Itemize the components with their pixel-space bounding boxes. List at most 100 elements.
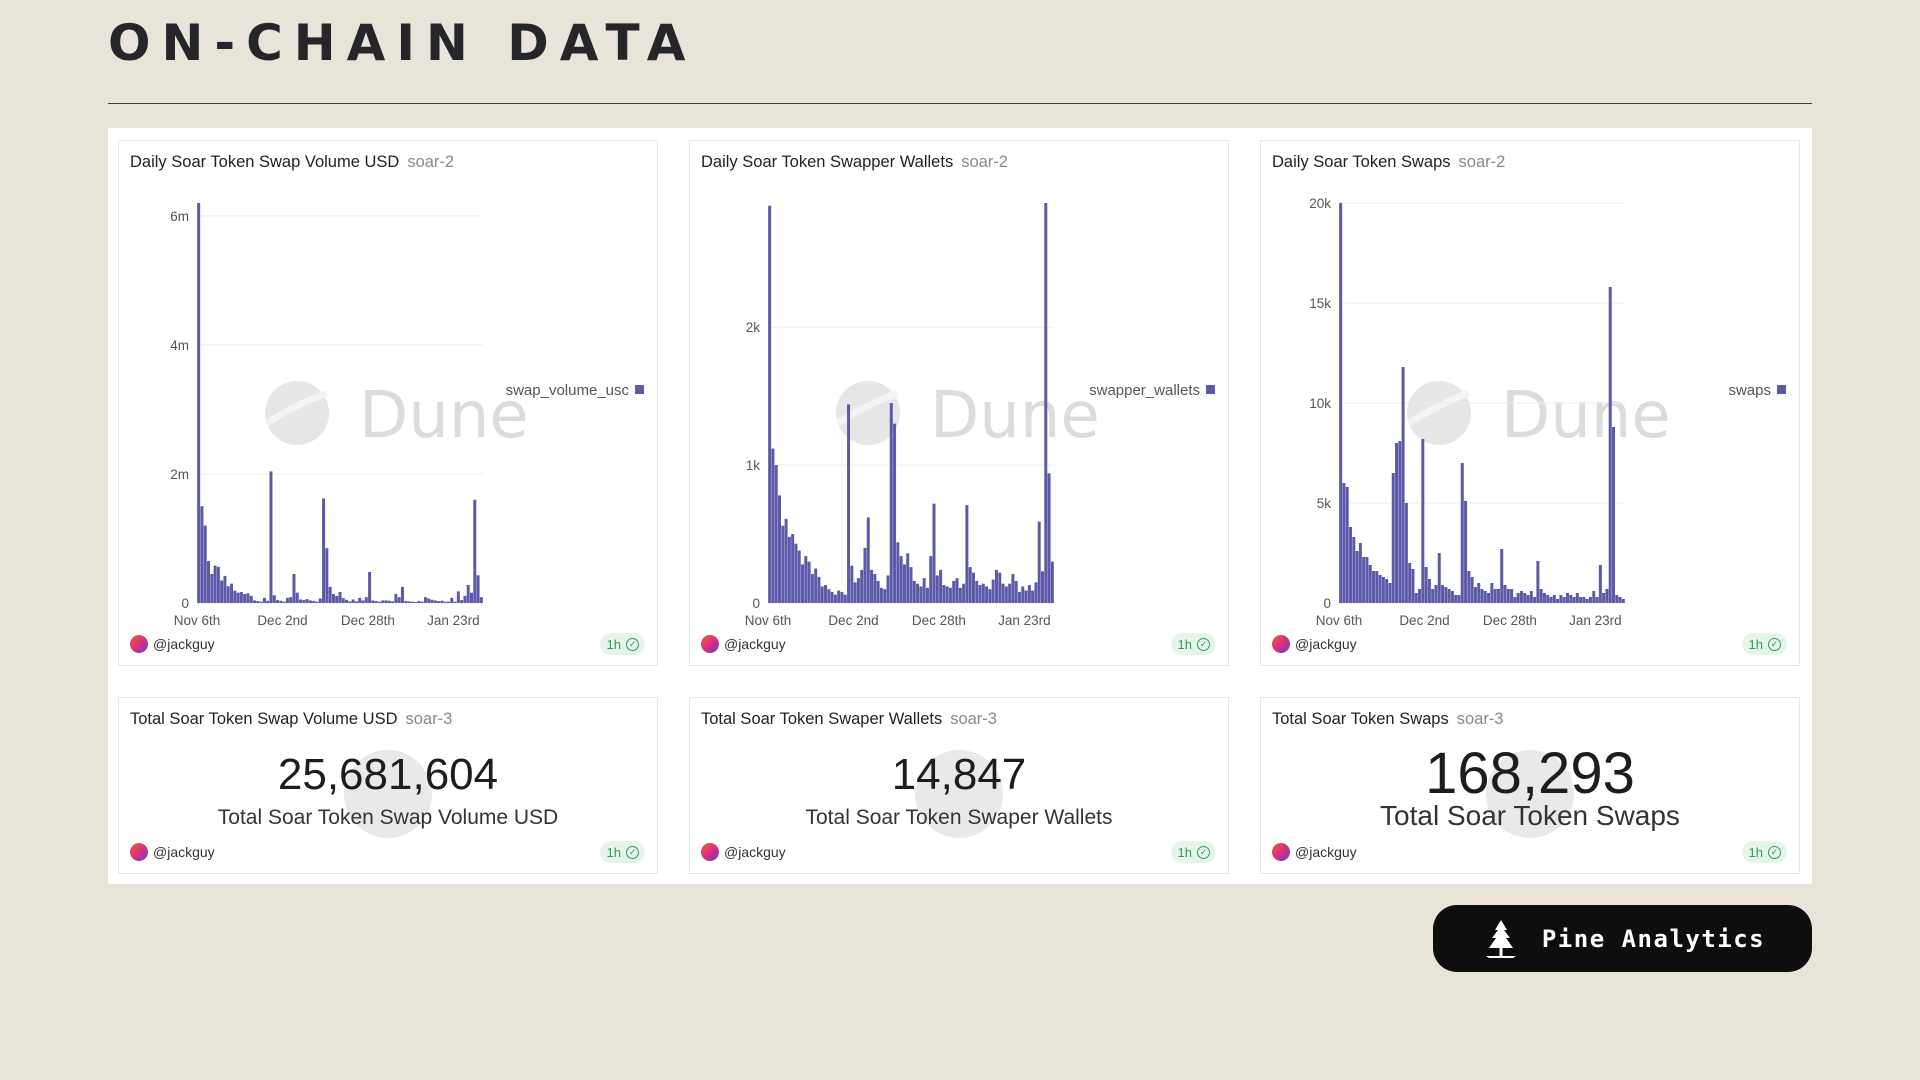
card-subtitle: soar-3 xyxy=(1456,710,1504,728)
bar xyxy=(814,568,818,603)
bar xyxy=(1414,593,1418,603)
refresh-badge[interactable]: 1h ✓ xyxy=(599,841,645,863)
bar xyxy=(797,550,801,603)
bar xyxy=(1011,574,1015,603)
check-circle-icon: ✓ xyxy=(1197,845,1210,859)
x-tick-label: Jan 23rd xyxy=(427,613,480,628)
bar xyxy=(315,601,319,603)
author-handle: @jackguy xyxy=(153,636,215,652)
bar xyxy=(1602,593,1606,603)
bar xyxy=(1385,579,1389,603)
counter-card-swapper-wallets[interactable]: Total Soar Token Swaper Wallets soar-3 14… xyxy=(689,697,1229,874)
bar xyxy=(1444,587,1448,603)
chart-card-swapper-wallets[interactable]: Daily Soar Token Swapper Wallets soar-2 D… xyxy=(689,140,1229,666)
bar xyxy=(870,569,874,603)
bar xyxy=(420,601,424,603)
bar xyxy=(916,583,920,603)
bar xyxy=(1424,567,1428,603)
bar xyxy=(414,602,418,603)
card-title: Daily Soar Token Swapper Wallets soar-2 xyxy=(701,153,1008,172)
bar xyxy=(1411,569,1415,603)
bar xyxy=(312,601,316,603)
bar xyxy=(778,495,781,603)
avatar xyxy=(130,635,148,653)
refresh-badge[interactable]: 1h ✓ xyxy=(599,633,645,655)
bar xyxy=(1339,203,1343,603)
bar xyxy=(912,580,916,603)
author-handle: @jackguy xyxy=(153,844,215,860)
x-tick-label: Dec 28th xyxy=(341,613,395,628)
bar xyxy=(220,580,224,603)
bar xyxy=(1454,595,1458,603)
author[interactable]: @jackguy xyxy=(701,843,786,861)
author[interactable]: @jackguy xyxy=(701,635,786,653)
bar xyxy=(1618,597,1622,603)
author[interactable]: @jackguy xyxy=(1272,635,1357,653)
bar xyxy=(410,601,414,603)
bar xyxy=(354,601,358,603)
bar xyxy=(1398,441,1402,603)
bar xyxy=(391,601,395,603)
bar xyxy=(1345,487,1349,603)
chart-card-swaps[interactable]: Daily Soar Token Swaps soar-2 Dune 0 5k 10k 1… xyxy=(1260,140,1800,666)
bar xyxy=(1562,597,1566,603)
bar xyxy=(886,575,890,603)
bar xyxy=(1612,427,1615,603)
author[interactable]: @jackguy xyxy=(130,843,215,861)
avatar xyxy=(1272,843,1290,861)
dune-watermark-icon xyxy=(915,750,1003,838)
bar xyxy=(223,575,227,603)
bar xyxy=(305,599,309,603)
bar xyxy=(866,517,870,603)
refresh-badge[interactable]: 1h ✓ xyxy=(1741,841,1787,863)
refresh-interval: 1h xyxy=(1748,844,1763,860)
bar xyxy=(397,597,401,603)
refresh-interval: 1h xyxy=(606,844,621,860)
bar xyxy=(1431,589,1435,603)
author[interactable]: @jackguy xyxy=(130,635,215,653)
x-tick-label: Dec 28th xyxy=(912,613,966,628)
y-tick-label: 1k xyxy=(746,458,761,473)
bar xyxy=(1050,561,1054,603)
y-tick-label: 0 xyxy=(752,596,760,611)
bar xyxy=(942,585,946,603)
bar xyxy=(404,601,408,603)
bar xyxy=(1460,463,1464,603)
bar xyxy=(1450,591,1454,603)
dune-watermark-text: Dune xyxy=(359,379,529,453)
bar xyxy=(269,471,273,603)
bar xyxy=(1493,589,1497,603)
refresh-interval: 1h xyxy=(1177,636,1192,652)
dune-watermark-text: Dune xyxy=(1501,379,1671,453)
refresh-badge[interactable]: 1h ✓ xyxy=(1170,841,1216,863)
bar xyxy=(948,587,952,603)
bar xyxy=(932,503,936,603)
counter-card-swap-volume[interactable]: Total Soar Token Swap Volume USD soar-3 2… xyxy=(118,697,658,874)
bar xyxy=(446,601,450,603)
bar xyxy=(377,601,381,603)
bar xyxy=(1008,583,1012,603)
refresh-badge[interactable]: 1h ✓ xyxy=(1741,633,1787,655)
card-subtitle: soar-2 xyxy=(407,153,455,171)
dune-logo-stripe xyxy=(265,389,329,426)
bar xyxy=(909,567,913,603)
bar xyxy=(207,561,210,603)
bar xyxy=(1437,553,1441,603)
bar xyxy=(476,575,480,603)
author-handle: @jackguy xyxy=(1295,844,1357,860)
avatar xyxy=(1272,635,1290,653)
bar xyxy=(1473,587,1477,603)
refresh-badge[interactable]: 1h ✓ xyxy=(1170,633,1216,655)
bar xyxy=(433,600,437,603)
bar xyxy=(971,572,975,603)
bar xyxy=(249,595,253,603)
chart-card-swap-volume[interactable]: Daily Soar Token Swap Volume USD soar-2 D… xyxy=(118,140,658,666)
chart-svg: Dune 0 1k 2k Nov 6th Dec 2nd Dec 28th Jan 23rd s… xyxy=(745,203,1215,628)
dune-watermark-icon xyxy=(1486,750,1574,838)
legend: swapper_wallets xyxy=(1089,382,1215,399)
counter-card-swaps[interactable]: Total Soar Token Swaps soar-3 168,293 Tot… xyxy=(1260,697,1800,874)
bar xyxy=(1496,589,1500,603)
author[interactable]: @jackguy xyxy=(1272,843,1357,861)
bar xyxy=(1404,503,1408,603)
card-title: Total Soar Token Swaps soar-3 xyxy=(1272,710,1504,729)
